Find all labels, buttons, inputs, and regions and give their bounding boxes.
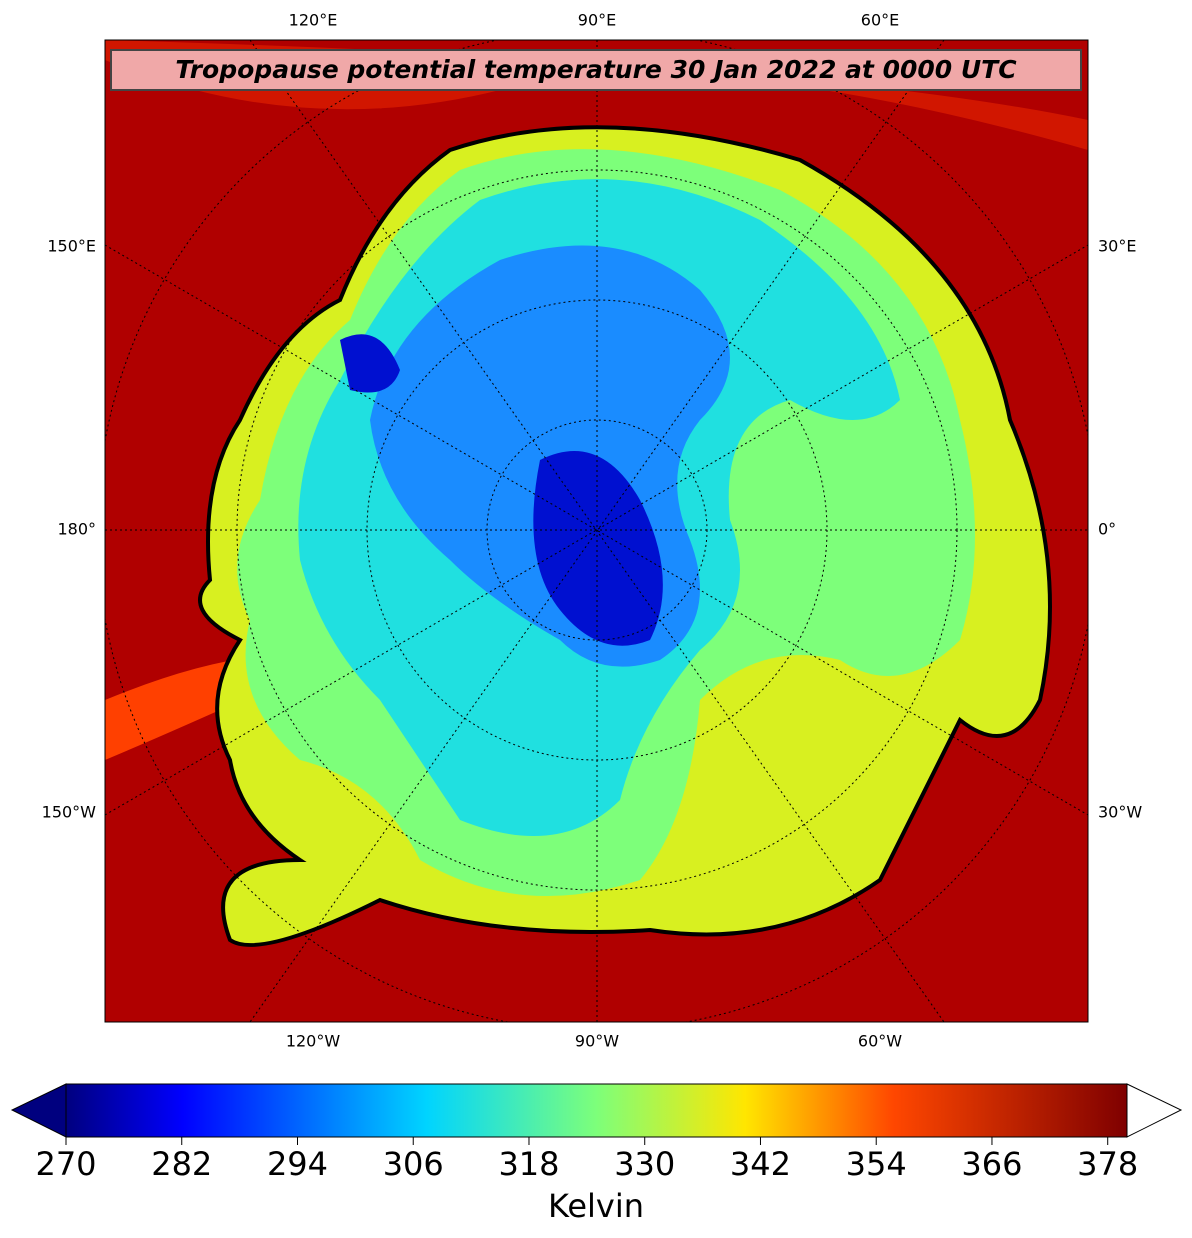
lon-label: 60°E [861,11,899,30]
colorbar-tick-label: 282 [151,1145,212,1183]
colorbar-tick-label: 354 [846,1145,907,1183]
lon-label: 150°E [47,237,96,256]
lon-label: 180° [57,520,96,539]
map [105,40,1088,1022]
map-title: Tropopause potential temperature 30 Jan … [175,55,1017,84]
colorbar-tick-label: 294 [267,1145,328,1183]
lon-label: 60°W [858,1032,902,1051]
region [340,334,663,646]
graticule [105,40,1088,1022]
lon-label: 150°W [42,803,97,822]
colorbar-tick-label: 378 [1077,1145,1138,1183]
colorbar-tick-label: 330 [614,1145,675,1183]
title-box [110,49,1082,91]
colorbar [66,1084,1127,1137]
lon-label: 0° [1098,520,1116,539]
colorbar-frame [65,1083,1128,1138]
lon-label: 90°E [578,11,616,30]
colorbar-tick-label: 342 [730,1145,791,1183]
lon-label: 120°E [289,11,338,30]
colorbar-extend-max [1126,1083,1183,1138]
colorbar-tick-label: 306 [383,1145,444,1183]
colorbar-tick-label: 366 [961,1145,1022,1183]
colorbar-label: Kelvin [548,1187,644,1225]
lon-label: 120°W [286,1032,341,1051]
colorbar-tick-label: 270 [35,1145,96,1183]
colorbar-tick-label: 318 [498,1145,559,1183]
colorbar-extend-min [10,1083,67,1138]
lon-label: 30°E [1098,237,1136,256]
lon-label: 30°W [1098,803,1142,822]
map-frame [104,39,1089,1023]
lon-label: 90°W [575,1032,619,1051]
